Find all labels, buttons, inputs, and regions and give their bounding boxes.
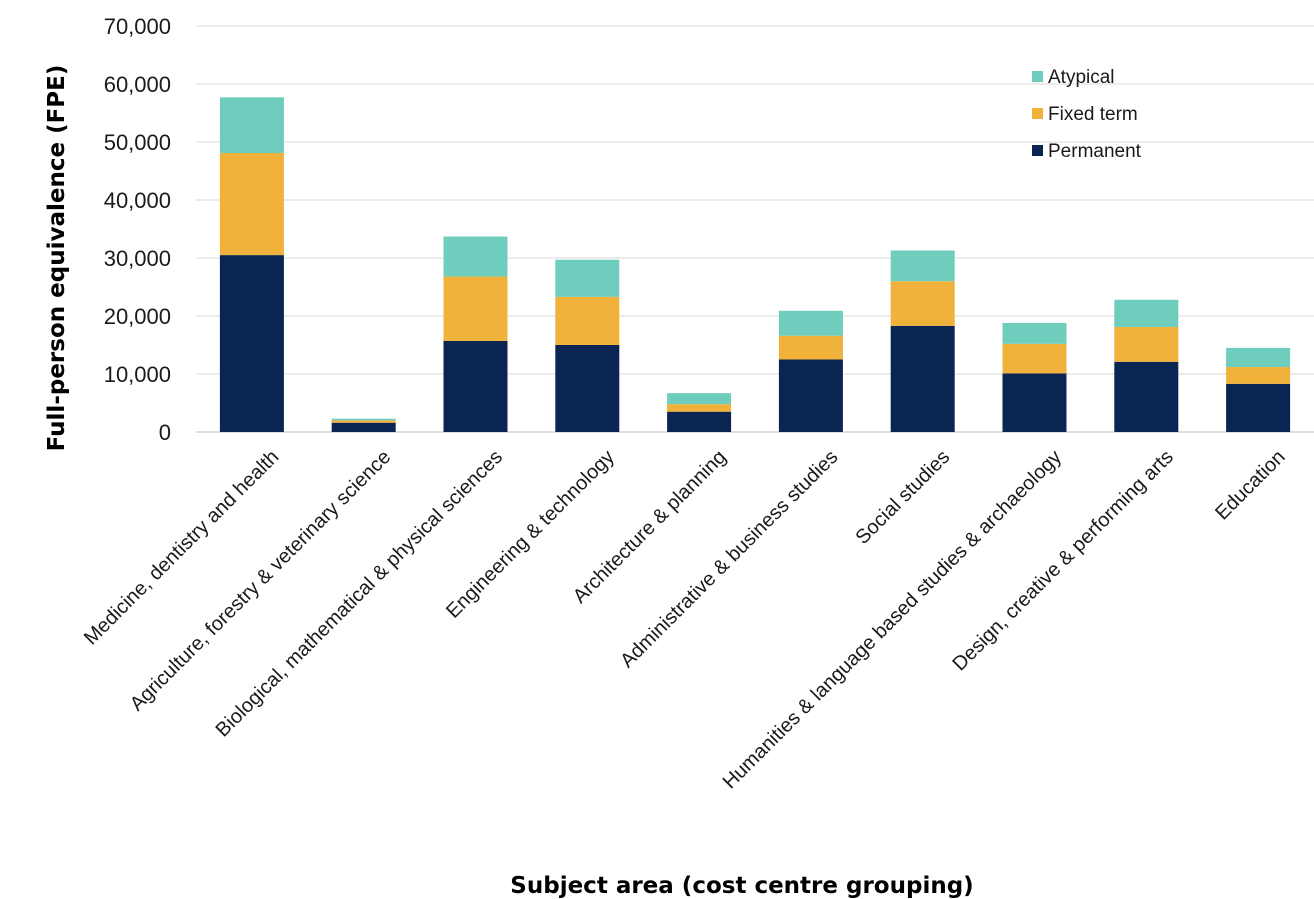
x-tick-label: Administrative & business studies	[616, 446, 842, 672]
bar-segment-permanent	[890, 325, 955, 432]
bar-segment-atypical	[219, 97, 284, 154]
bar-segment-fixed-term	[1114, 327, 1179, 362]
bar-segment-permanent	[778, 359, 843, 432]
bar-segment-permanent	[331, 422, 396, 432]
bar-segment-permanent	[555, 345, 620, 432]
bar-segment-permanent	[1226, 383, 1291, 432]
bar-segment-atypical	[331, 418, 396, 421]
y-tick-label: 70,000	[104, 14, 171, 39]
legend-swatch-fixed-term	[1032, 108, 1043, 119]
bar-segment-permanent	[219, 255, 284, 432]
y-axis-title: Full-person equivalence (FPE)	[44, 65, 70, 452]
bar-segment-fixed-term	[1226, 367, 1291, 384]
bar-segment-fixed-term	[778, 335, 843, 360]
bar-segment-atypical	[778, 310, 843, 336]
legend-swatch-atypical	[1032, 71, 1043, 82]
y-tick-label: 10,000	[104, 362, 171, 387]
legend: Atypical Fixed term Permanent	[1032, 67, 1142, 162]
bar-segment-atypical	[1226, 347, 1291, 368]
bar-segment-atypical	[1114, 299, 1179, 328]
bar-segment-fixed-term	[331, 420, 396, 423]
bars	[219, 97, 1291, 432]
y-tick-label: 30,000	[104, 246, 171, 271]
y-tick-label: 20,000	[104, 304, 171, 329]
x-axis-title: Subject area (cost centre grouping)	[510, 873, 973, 899]
bar-segment-atypical	[555, 259, 620, 297]
x-axis-ticks: Medicine, dentistry and healthAgricultur…	[80, 446, 1290, 793]
x-tick-label: Social studies	[851, 446, 954, 549]
y-tick-label: 0	[159, 420, 171, 445]
bar-segment-permanent	[667, 411, 732, 432]
bar-segment-atypical	[667, 393, 732, 405]
y-tick-label: 40,000	[104, 188, 171, 213]
x-tick-label: Education	[1211, 446, 1289, 524]
bar-segment-fixed-term	[890, 281, 955, 326]
x-tick-label: Agriculture, forestry & veterinary scien…	[126, 446, 395, 715]
legend-label-permanent: Permanent	[1048, 141, 1142, 162]
legend-swatch-permanent	[1032, 145, 1043, 156]
y-axis-ticks: 0 10,000 20,000 30,000 40,000 50,000 60,000 70,…	[104, 14, 171, 445]
legend-label-atypical: Atypical	[1048, 67, 1115, 88]
bar-segment-fixed-term	[219, 153, 284, 256]
bar-segment-atypical	[1002, 322, 1067, 344]
bar-segment-fixed-term	[443, 276, 508, 341]
y-tick-label: 50,000	[104, 130, 171, 155]
bar-segment-fixed-term	[555, 296, 620, 345]
bar-segment-permanent	[1002, 373, 1067, 432]
bar-segment-fixed-term	[1002, 343, 1067, 374]
bar-segment-permanent	[1114, 361, 1179, 432]
x-tick-label: Medicine, dentistry and health	[80, 446, 283, 649]
legend-label-fixed-term: Fixed term	[1048, 104, 1138, 125]
y-tick-label: 60,000	[104, 72, 171, 97]
gridlines	[196, 25, 1314, 433]
bar-segment-atypical	[890, 250, 955, 282]
bar-segment-permanent	[443, 340, 508, 432]
bar-segment-atypical	[443, 236, 508, 277]
bar-segment-fixed-term	[667, 404, 732, 412]
x-tick-label: Design, creative & performing arts	[948, 446, 1177, 675]
